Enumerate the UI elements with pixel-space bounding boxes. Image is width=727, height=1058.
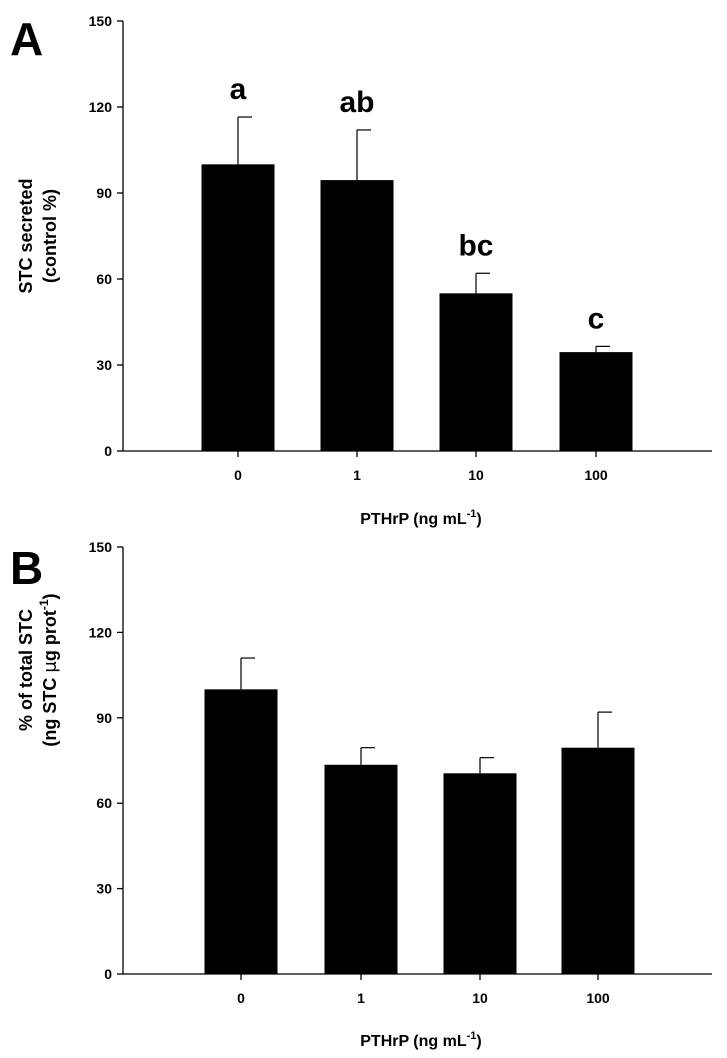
panel-b-x-tick-label: 1 [357,990,365,1006]
panel-a-x-tick-label: 0 [234,467,242,483]
panel-b-y-tick-label: 60 [96,795,112,811]
panel-b-y-tick-label: 0 [104,966,112,982]
panel-b-chart: B % of total STC (ng STC μg prot-1) PTHr… [10,539,712,1050]
panel-a-y-tick-label: 60 [96,271,112,287]
panel-b-x-tick-label: 0 [237,990,245,1006]
panel-a-x-tick-label: 100 [584,467,608,483]
panel-a-significance-letter: a [230,73,247,106]
panel-a-y-axis-title: STC secreted (control %) [16,178,60,293]
panel-a-x-tick-label: 1 [353,467,361,483]
panel-a-y-tick-label: 30 [96,357,112,373]
panel-a-plot-area: 0 30 60 90 120 150 0 a 1 ab 10 bc 100 c [89,13,712,483]
panel-b-plot-area: 0 30 60 90 120 150 0 1 10 100 [89,539,712,1006]
panel-a-y-axis-title-line-1: STC secreted [16,178,36,293]
panel-b-y-tick-label: 30 [96,881,112,897]
panel-a-y-tick-label: 150 [89,13,113,29]
panel-a-y-axis-title-line-2: (control %) [40,189,60,283]
panel-a-y-tick-label: 0 [104,443,112,459]
panel-b-y-axis-title: % of total STC (ng STC μg prot-1) [16,593,61,746]
panel-b-label: B [10,542,43,594]
panel-a-chart: A STC secreted (control %) PTHrP (ng mL-… [10,13,712,528]
panel-a-significance-letter: c [588,302,605,335]
panel-b-y-axis-title-line-1: % of total STC [16,609,36,731]
panel-a-bar [439,293,513,451]
panel-a-y-tick-label: 90 [96,185,112,201]
panel-a-significance-letter: bc [458,229,493,262]
panel-a-bar [201,164,275,452]
panel-b-y-axis-title-line-2: (ng STC μg prot-1) [37,593,61,746]
panel-a-label: A [10,13,43,65]
panel-b-x-tick-label: 100 [586,990,610,1006]
panel-b-y-tick-label: 90 [96,710,112,726]
panel-a-bar [320,180,394,451]
panel-b-bar [204,689,278,974]
panel-b-bar [324,764,398,974]
panel-b-y-tick-label: 120 [89,624,113,640]
panel-b-y-tick-label: 150 [89,539,113,555]
panel-b-x-axis-title: PTHrP (ng mL-1) [360,1030,481,1050]
panel-a-x-axis-title: PTHrP (ng mL-1) [360,508,481,528]
panel-a-bar [559,352,633,451]
panel-a-significance-letter: ab [339,86,374,119]
panel-b-bar [443,773,517,974]
panel-a-x-tick-label: 10 [468,467,484,483]
panel-a-y-tick-label: 120 [89,99,113,115]
panel-b-x-tick-label: 10 [472,990,488,1006]
panel-b-bar [561,747,635,974]
